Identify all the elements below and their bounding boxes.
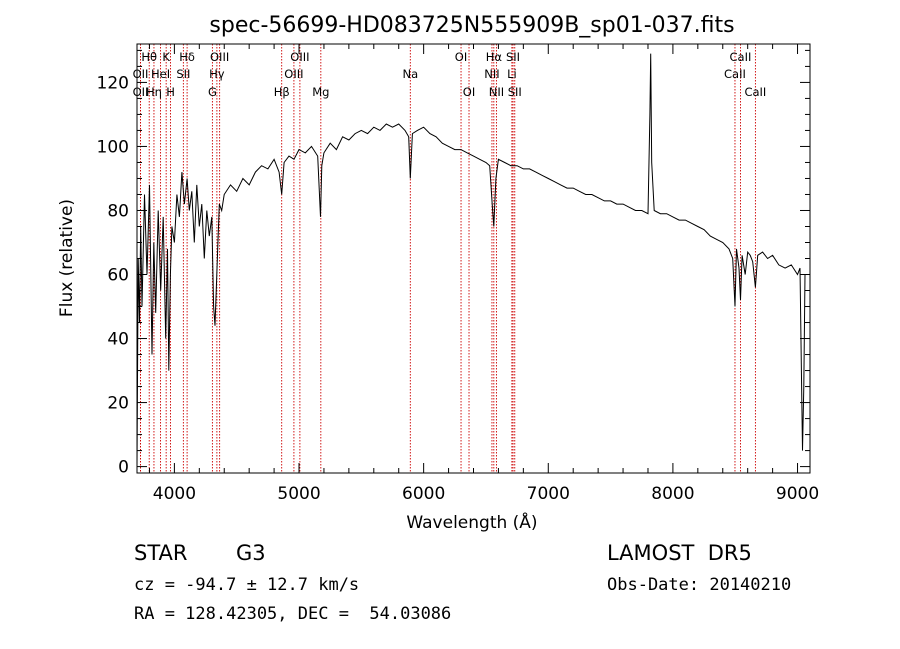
x-axis-label: Wavelength (Å): [406, 511, 537, 533]
x-tick-label: 8000: [651, 484, 694, 504]
line-label: Mg: [312, 85, 329, 99]
x-tick-label: 7000: [527, 484, 570, 504]
y-tick-label: 40: [107, 330, 129, 350]
line-label: OIII: [284, 67, 303, 81]
axis-ticks: [137, 44, 810, 473]
line-label: OII: [133, 85, 149, 99]
survey-name: LAMOST DR5: [607, 541, 752, 565]
line-label: Li: [507, 67, 517, 81]
x-tick-label: 4000: [153, 484, 196, 504]
x-tick-label: 5000: [277, 484, 320, 504]
line-label: NII: [484, 67, 499, 81]
line-label: Hθ: [141, 50, 157, 64]
line-label: OIII: [290, 50, 309, 64]
y-tick-label: 120: [97, 73, 129, 93]
y-tick-label: 80: [107, 201, 129, 221]
chart-title: spec-56699-HD083725N555909B_sp01-037.fit…: [209, 13, 734, 38]
y-axis-label: Flux (relative): [57, 199, 77, 317]
line-label: CaII: [730, 50, 752, 64]
x-tick-label: 9000: [776, 484, 819, 504]
line-label: CaII: [744, 85, 766, 99]
object-class: STAR: [134, 541, 187, 565]
line-label: Na: [402, 67, 418, 81]
line-label: OI: [463, 85, 475, 99]
emission-line-markers: [140, 44, 756, 473]
line-label: K: [162, 50, 170, 64]
line-label: Hγ: [209, 67, 225, 81]
axis-tick-labels: 4000 5000 6000 7000 8000 9000 0 20 40 60 80 100 120: [97, 73, 820, 504]
line-label: HeI: [151, 67, 170, 81]
line-label: CaII: [724, 67, 746, 81]
observation-date: Obs-Date: 20140210: [607, 575, 791, 595]
line-label: OIII: [210, 50, 229, 64]
x-tick-label: 6000: [402, 484, 445, 504]
spectral-subclass: G3: [236, 541, 266, 565]
line-label: G: [208, 85, 217, 99]
spectrum-line: [136, 53, 806, 467]
y-tick-label: 60: [107, 266, 129, 286]
y-tick-label: 100: [97, 137, 129, 157]
line-label: SII: [506, 50, 520, 64]
line-label: OI: [455, 50, 467, 64]
line-label: Hη: [146, 85, 162, 99]
line-label: NII: [489, 85, 504, 99]
plot-frame: [136, 43, 811, 474]
line-label: OII: [133, 67, 149, 81]
y-tick-label: 0: [118, 458, 129, 478]
line-label: Hδ: [179, 50, 195, 64]
coordinates: RA = 128.42305, DEC = 54.03086: [134, 604, 451, 624]
line-label: Hβ: [274, 85, 290, 99]
line-label: SII: [508, 85, 522, 99]
line-label: SII: [176, 67, 190, 81]
redshift-velocity: cz = -94.7 ± 12.7 km/s: [134, 575, 359, 595]
y-tick-label: 20: [107, 394, 129, 414]
line-label: H: [166, 85, 175, 99]
line-label: Hα: [486, 50, 503, 64]
